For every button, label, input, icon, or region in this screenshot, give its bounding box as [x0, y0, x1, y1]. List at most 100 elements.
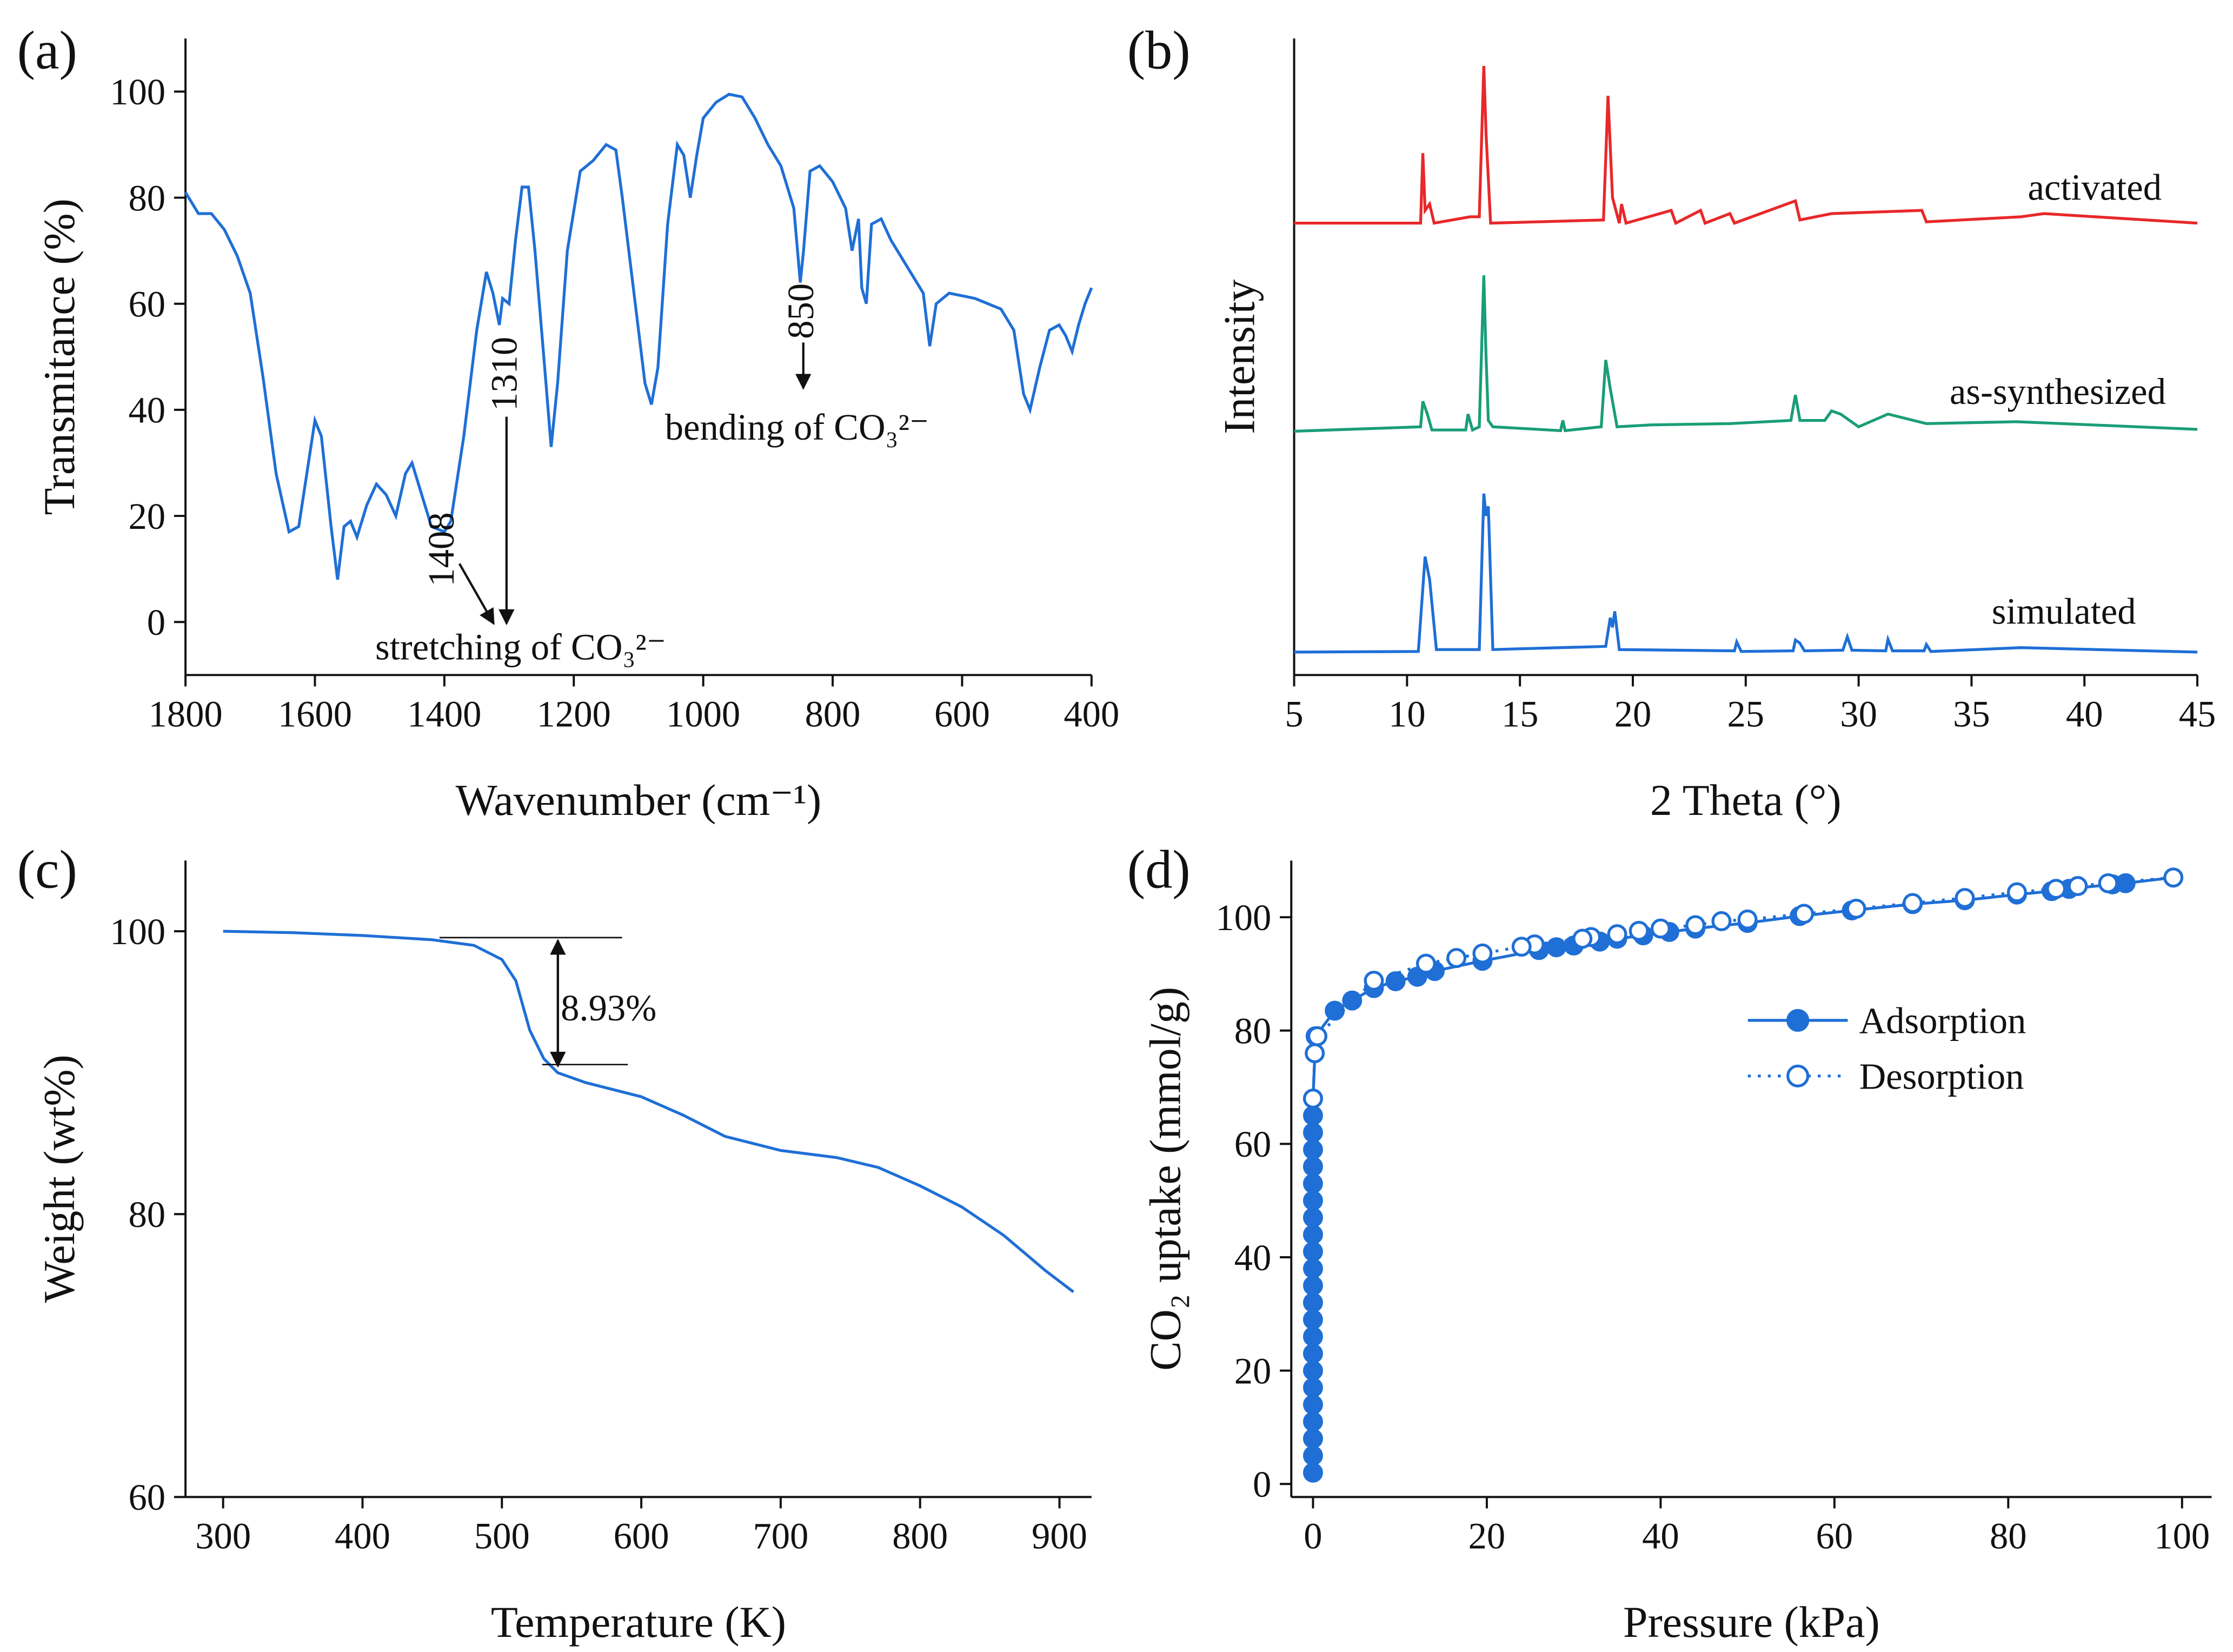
x-tick-label: 1400	[407, 693, 481, 734]
data-point	[1302, 1309, 1323, 1330]
x-axis-label: Temperature (K)	[491, 1597, 786, 1647]
data-point	[1472, 943, 1493, 964]
x-tick-label: 500	[474, 1515, 530, 1556]
data-point	[1385, 971, 1406, 992]
data-point	[1302, 1224, 1323, 1245]
data-point	[2006, 882, 2027, 903]
x-tick-label: 100	[2154, 1515, 2210, 1556]
data-point	[2163, 867, 2184, 888]
x-tick-label: 1800	[148, 693, 222, 734]
data-line	[1294, 275, 2198, 433]
x-tick-label: 30	[1840, 693, 1877, 734]
data-point	[1572, 928, 1593, 949]
data-point	[1302, 1139, 1323, 1160]
x-tick-label: 900	[1032, 1515, 1087, 1556]
x-tick-label: 20	[1468, 1515, 1506, 1556]
panel-label: (c)	[17, 840, 77, 900]
x-tick-label: 600	[934, 693, 990, 734]
panel-label: (d)	[1127, 840, 1191, 900]
data-point	[1794, 904, 1815, 924]
annotation: bending of CO₃²⁻	[665, 407, 929, 448]
x-tick-label: 1600	[278, 693, 352, 734]
y-tick-label: 20	[129, 496, 166, 537]
x-tick-label: 15	[1501, 693, 1539, 734]
annotation: stretching of CO₃²⁻	[375, 626, 666, 667]
y-tick-label: 100	[1215, 897, 1271, 938]
data-point	[1302, 1395, 1323, 1415]
x-tick-label: 20	[1614, 693, 1652, 734]
data-point	[1903, 893, 1923, 913]
data-point	[1446, 948, 1467, 968]
series-label: simulated	[1992, 591, 2136, 632]
legend-label: Desorption	[1859, 1056, 2024, 1097]
x-tick-label: 1000	[666, 693, 740, 734]
x-tick-label: 40	[1642, 1515, 1679, 1556]
data-point	[1302, 1361, 1323, 1381]
data-point	[1302, 1462, 1323, 1483]
y-tick-label: 60	[129, 283, 166, 324]
y-axis-label: Transmitance (%)	[35, 198, 84, 515]
data-line	[223, 930, 1074, 1293]
x-tick-label: 25	[1727, 693, 1764, 734]
x-tick-label: 10	[1388, 693, 1426, 734]
y-tick-label: 60	[1234, 1124, 1272, 1165]
data-point	[2115, 873, 2136, 893]
x-tick-label: 5	[1285, 693, 1303, 734]
annotation: 850	[780, 283, 821, 339]
y-tick-label: 60	[129, 1477, 166, 1518]
y-tick-label: 80	[129, 1194, 166, 1235]
data-point	[1302, 1275, 1323, 1296]
data-point	[1650, 918, 1671, 939]
panel-label: (b)	[1127, 21, 1191, 81]
data-point	[1685, 915, 1706, 936]
data-point	[1302, 1326, 1323, 1347]
data-point	[1302, 1156, 1323, 1177]
data-point	[2068, 876, 2088, 896]
series-label: activated	[2028, 167, 2162, 208]
y-tick-label: 100	[110, 911, 165, 952]
data-point	[1302, 1258, 1323, 1279]
data-line	[184, 92, 1093, 580]
y-tick-label: 80	[129, 177, 166, 218]
x-tick-label: 35	[1953, 693, 1990, 734]
y-tick-label: 40	[129, 390, 166, 431]
data-point	[1302, 1445, 1323, 1466]
y-tick-label: 0	[147, 602, 165, 643]
y-axis-label: CO₂ uptake (mmol/g)	[1140, 987, 1189, 1371]
x-tick-label: 60	[1816, 1515, 1853, 1556]
data-point	[1302, 1377, 1323, 1398]
annotation: 1408	[421, 512, 462, 586]
data-point	[1415, 953, 1436, 974]
x-tick-label: 80	[1990, 1515, 2027, 1556]
data-point	[1364, 971, 1384, 991]
x-tick-label: 700	[753, 1515, 808, 1556]
data-point	[1325, 1000, 1345, 1021]
x-axis-label: Wavenumber (cm⁻¹)	[456, 775, 822, 825]
data-point	[1846, 898, 1866, 919]
x-tick-label: 400	[1064, 693, 1119, 734]
y-tick-label: 20	[1234, 1350, 1272, 1391]
y-tick-label: 80	[1234, 1011, 1272, 1052]
data-point	[1511, 937, 1532, 957]
data-point	[1302, 1190, 1323, 1211]
data-point	[1711, 911, 1732, 931]
x-tick-label: 45	[2179, 693, 2216, 734]
arrow	[458, 563, 495, 625]
y-tick-label: 40	[1234, 1237, 1272, 1278]
data-point	[1307, 1026, 1327, 1046]
x-tick-label: 0	[1304, 1515, 1322, 1556]
x-axis-label: 2 Theta (°)	[1650, 775, 1842, 825]
data-point	[1302, 1428, 1323, 1449]
data-point	[1302, 1089, 1323, 1109]
legend-marker	[1786, 1009, 1810, 1032]
data-line	[1294, 65, 2198, 225]
x-tick-label: 800	[892, 1515, 948, 1556]
annotation: 1310	[483, 337, 524, 411]
data-point	[1302, 1208, 1323, 1228]
data-point	[1302, 1122, 1323, 1143]
data-point	[1302, 1173, 1323, 1194]
x-tick-label: 1200	[537, 693, 611, 734]
y-axis-label: Weight (wt%)	[35, 1054, 84, 1303]
legend-label: Adsorption	[1859, 1000, 2026, 1041]
